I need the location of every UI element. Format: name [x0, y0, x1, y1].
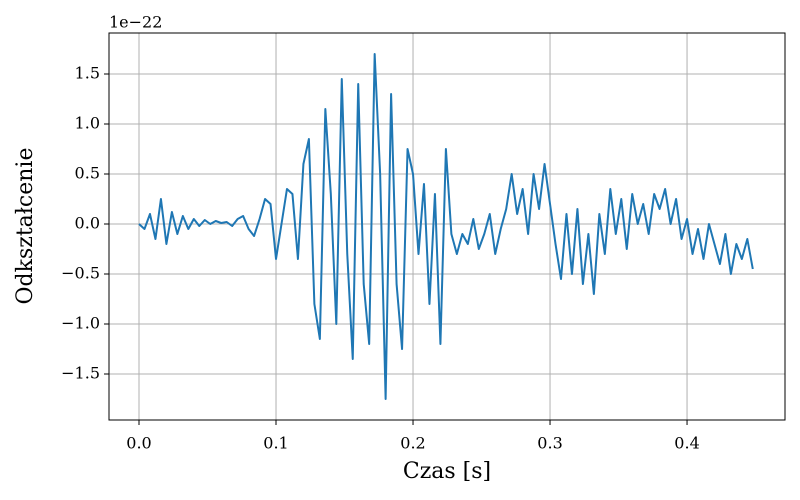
y-tick-label: 1.5 — [75, 64, 100, 83]
line-series — [138, 53, 754, 400]
y-offset-text: 1e−22 — [109, 13, 162, 32]
y-tick-label: 0.0 — [75, 214, 100, 233]
y-tick-label: −1.0 — [61, 314, 100, 333]
y-tick-label: 1.0 — [75, 114, 100, 133]
y-axis-label: Odkształcenie — [13, 148, 38, 305]
x-tick-label: 0.1 — [263, 434, 288, 453]
y-tick-label: 0.5 — [75, 164, 100, 183]
axes-frame — [108, 32, 786, 421]
x-tick-label: 0.0 — [126, 434, 151, 453]
x-axis-label: Czas [s] — [403, 459, 491, 484]
plot-layer — [138, 53, 754, 400]
y-tick-label: −1.5 — [61, 364, 100, 383]
x-tick-label: 0.3 — [537, 434, 562, 453]
x-tick-label: 0.2 — [400, 434, 425, 453]
x-tick-label: 0.4 — [674, 434, 699, 453]
y-tick-label: −0.5 — [61, 264, 100, 283]
